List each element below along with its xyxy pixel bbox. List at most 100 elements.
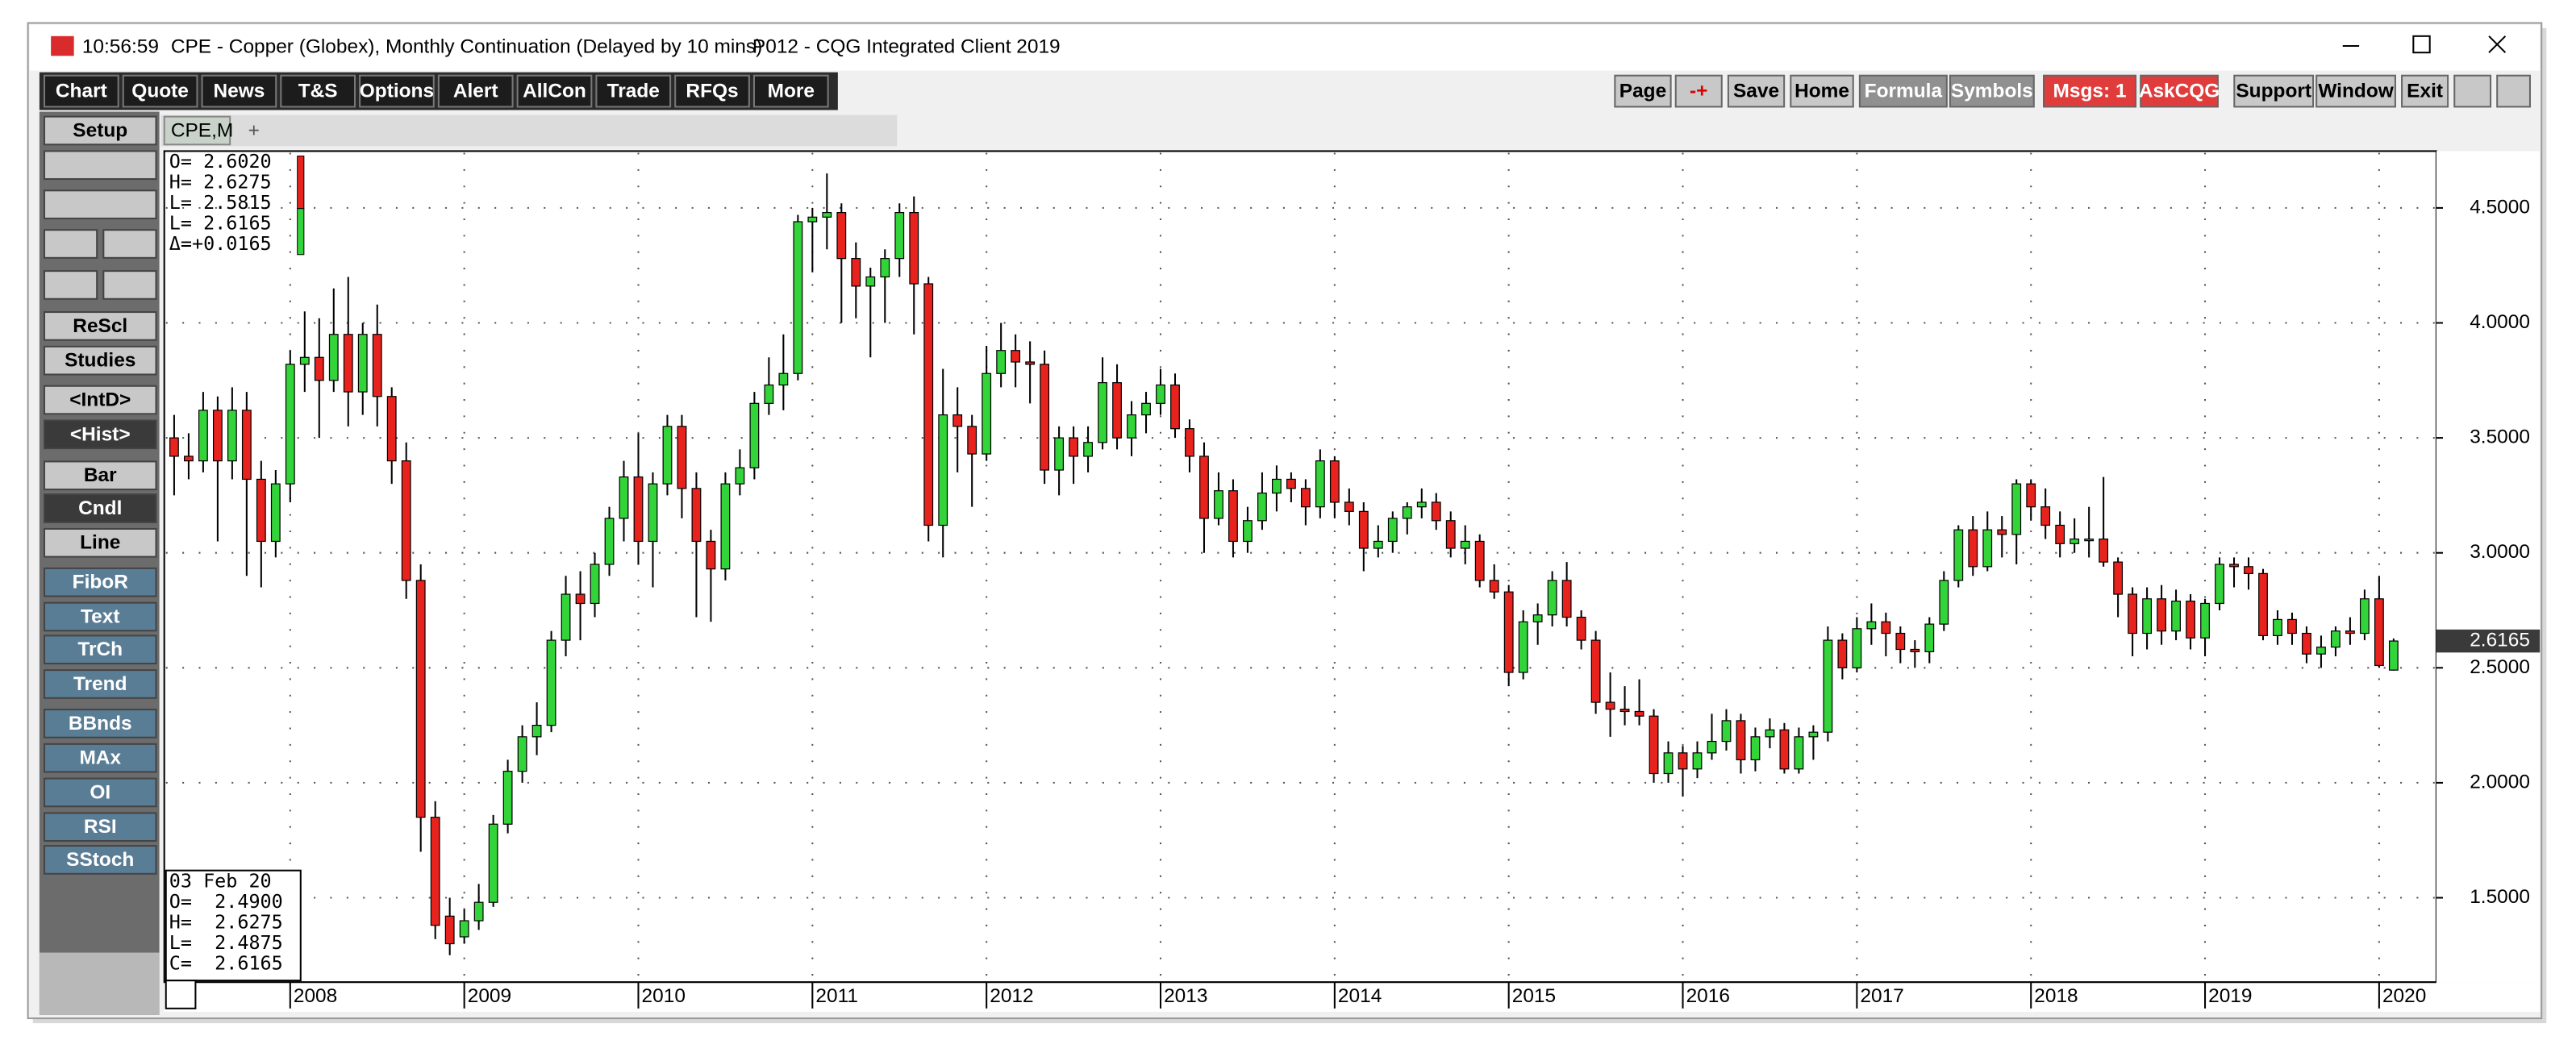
sidebar-button[interactable] <box>43 493 157 523</box>
candle-body <box>865 276 876 287</box>
sidebar-button[interactable] <box>43 709 157 739</box>
icon-button[interactable] <box>43 150 157 181</box>
toolbar-button[interactable] <box>2042 74 2137 108</box>
toolbar-button[interactable] <box>1674 74 1723 108</box>
toolbar-button-label: Quote <box>131 81 189 102</box>
toolbar-button-label: Formula <box>1865 81 1943 102</box>
candle-body <box>967 426 977 455</box>
toolbar-button[interactable] <box>359 74 435 108</box>
toolbar-button[interactable] <box>516 74 593 108</box>
sidebar-button[interactable] <box>43 669 157 699</box>
candle-body <box>241 410 252 481</box>
sidebar-button[interactable] <box>43 635 157 665</box>
candle-body <box>459 920 469 938</box>
toolbar-button[interactable] <box>1949 74 2035 108</box>
candle-body <box>1561 580 1572 618</box>
toolbar-button[interactable] <box>595 74 672 108</box>
toolbar-button-label: Alert <box>453 81 498 102</box>
info-marker-up <box>297 208 305 256</box>
candle-body <box>2011 483 2022 535</box>
sidebar-button[interactable] <box>43 567 157 597</box>
window-title: CPE - Copper (Globex), Monthly Continuat… <box>171 36 762 58</box>
candle-body <box>1358 510 1369 549</box>
toolbar-button[interactable] <box>1727 74 1786 108</box>
icon-button[interactable] <box>43 229 98 259</box>
candle-body <box>1286 478 1296 489</box>
toolbar-button[interactable] <box>437 74 514 108</box>
toolbar-button[interactable] <box>1790 74 1854 108</box>
sidebar-button[interactable] <box>43 115 157 146</box>
toolbar-button[interactable] <box>201 74 277 108</box>
sidebar-button[interactable] <box>43 601 157 632</box>
clock: 10:56:59 <box>82 36 159 58</box>
sidebar-button-label: MAx <box>79 747 121 769</box>
icon-button[interactable] <box>43 189 157 219</box>
icon-button[interactable] <box>102 270 157 300</box>
candle-body <box>1823 639 1833 733</box>
candle-body <box>2244 566 2253 574</box>
sidebar-button[interactable] <box>43 460 157 491</box>
help-button[interactable] <box>2496 74 2531 108</box>
maximize[interactable] <box>2412 35 2431 54</box>
toolbar-button[interactable] <box>43 74 119 108</box>
candle-body <box>2287 618 2297 635</box>
toolbar-button[interactable] <box>122 74 198 108</box>
toolbar-button[interactable] <box>280 74 356 108</box>
candle-body <box>1503 591 1514 673</box>
candle-body <box>2388 640 2399 671</box>
candle-body <box>2215 564 2224 605</box>
toolbar-button[interactable] <box>2315 74 2396 108</box>
candle-body <box>1968 529 1978 568</box>
toolbar-button-label: -+ <box>1690 81 1707 102</box>
candle-body <box>1678 752 1688 770</box>
candle-body <box>720 483 731 570</box>
candle-body <box>1373 540 1383 549</box>
toolbar-button[interactable] <box>2233 74 2315 108</box>
y-tick-label: 2.0000 <box>2470 771 2530 793</box>
toolbar-button[interactable] <box>1858 74 1948 108</box>
toolbar-button[interactable] <box>674 74 750 108</box>
sidebar-button[interactable] <box>43 311 157 341</box>
sidebar-button-label: SStoch <box>66 849 134 871</box>
toolbar-button[interactable] <box>752 74 829 108</box>
candle-body <box>314 356 324 381</box>
sidebar-button[interactable] <box>43 527 157 558</box>
sidebar-button-label: Cndl <box>78 497 122 519</box>
toolbar-button-label: Page <box>1619 81 1666 102</box>
icon-button[interactable] <box>43 270 98 300</box>
restore-button[interactable] <box>2453 74 2492 108</box>
candle-body <box>444 915 455 945</box>
sidebar-button[interactable] <box>43 845 157 875</box>
icon-button[interactable] <box>102 229 157 259</box>
candle-body <box>2157 598 2166 632</box>
candle-body <box>2200 602 2210 639</box>
close[interactable] <box>2488 35 2507 53</box>
y-tick-label: 3.5000 <box>2470 426 2530 448</box>
candle-body <box>1344 501 1354 512</box>
candle-body <box>169 437 179 457</box>
candle-body <box>1243 520 1253 543</box>
candle-body <box>1692 752 1703 770</box>
sidebar-button[interactable] <box>43 743 157 773</box>
sidebar-button[interactable] <box>43 777 157 808</box>
candle-body <box>2113 561 2124 595</box>
tab-add[interactable]: + <box>248 119 260 141</box>
sidebar-button[interactable] <box>43 419 157 450</box>
candle-body <box>836 211 847 260</box>
candle-body <box>2345 630 2355 635</box>
tab[interactable] <box>163 115 231 146</box>
info-line: L= 2.6165 <box>169 212 272 235</box>
toolbar-button[interactable] <box>2401 74 2449 108</box>
sidebar-button[interactable] <box>43 812 157 843</box>
candle-body <box>415 580 426 818</box>
sidebar-button[interactable] <box>43 385 157 415</box>
candle-body <box>1445 520 1456 549</box>
toolbar-button[interactable] <box>2140 74 2219 108</box>
toolbar-button[interactable] <box>1614 74 1672 108</box>
toolbar-button-label: More <box>768 81 815 102</box>
candle-body <box>677 426 687 489</box>
sidebar-button[interactable] <box>43 345 157 376</box>
candle-body <box>212 410 223 462</box>
sidebar-button-label: <Hist> <box>70 423 131 445</box>
